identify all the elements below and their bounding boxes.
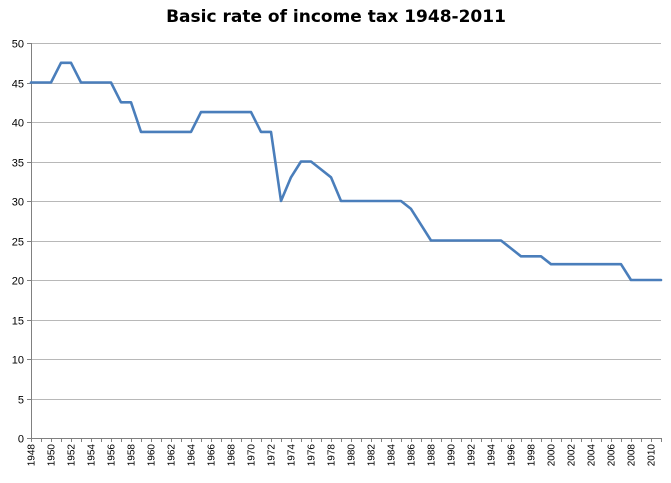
x-tick-label: 1948 [27,444,38,467]
x-tick-label: 1988 [427,444,438,467]
x-tick-label: 1996 [507,444,518,467]
x-tick-label: 1982 [367,444,378,467]
x-tick-label: 1998 [527,444,538,467]
x-tick-label: 1958 [127,444,138,467]
x-tick-label: 1950 [47,444,58,467]
y-tick-label: 15 [12,316,24,328]
x-tick-label: 1986 [407,444,418,467]
x-tick-label: 1990 [447,444,458,467]
y-tick-label: 5 [18,395,24,407]
gridlines [31,43,661,400]
x-tick-label: 1954 [87,444,98,467]
x-tick-label: 1964 [187,444,198,467]
x-tick-label: 1966 [207,444,218,467]
y-tick-label: 35 [12,158,24,170]
x-tick-label: 1970 [247,444,258,467]
x-tick-label: 1960 [147,444,158,467]
x-tick-label: 2008 [627,444,638,467]
x-tick-label: 1974 [287,444,298,467]
x-tick-label: 2004 [587,444,598,467]
x-tick-label: 1952 [67,444,78,467]
x-tick-label: 1962 [167,444,178,467]
x-tick-label: 2002 [567,444,578,467]
x-tick-label: 1978 [327,444,338,467]
y-axis-tick-labels: 0 5 10 15 20 25 30 35 40 45 50 [12,39,24,446]
x-tick-label: 1976 [307,444,318,467]
x-tick-label: 1968 [227,444,238,467]
x-tick-label: 2010 [647,444,658,467]
x-tick-label: 1956 [107,444,118,467]
chart-title: Basic rate of income tax 1948-2011 [166,7,506,27]
x-axis-tick-labels: 1948 1950 1952 1954 1956 1958 1960 1962 1964 1966… [27,444,658,467]
y-tick-label: 40 [12,118,24,130]
series-line [29,61,663,282]
y-tick-label: 45 [12,79,24,91]
x-tick-label: 1992 [467,444,478,467]
y-tick-label: 30 [12,197,24,209]
y-tick-label: 0 [18,434,24,446]
y-tick-label: 10 [12,355,24,367]
series [29,61,663,282]
x-tick-label: 1994 [487,444,498,467]
axes [27,43,662,442]
x-tick-label: 1972 [267,444,278,467]
y-tick-label: 25 [12,237,24,249]
x-tick-label: 2006 [607,444,618,467]
x-tick-label: 2000 [547,444,558,467]
y-tick-label: 20 [12,276,24,288]
x-tick-label: 1984 [387,444,398,467]
x-tick-label: 1980 [347,444,358,467]
y-tick-label: 50 [12,39,24,51]
